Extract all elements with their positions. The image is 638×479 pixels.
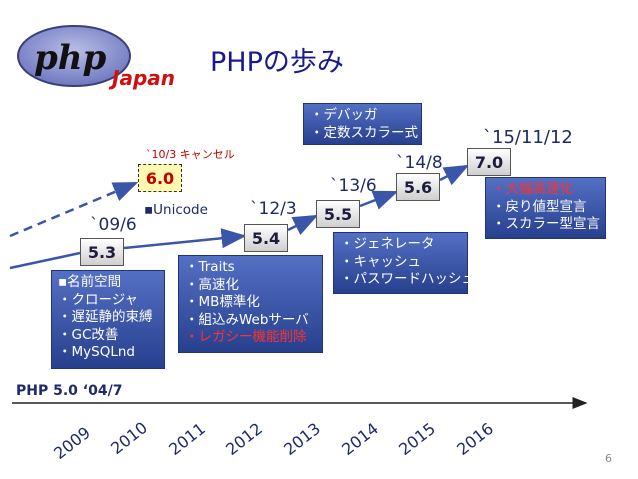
- release-date-7-0: `15/11/12: [483, 127, 573, 148]
- version-box-5-4: 5.4: [244, 224, 288, 252]
- features-5-5: ・ジェネレータ ・キャッシュ ・パスワードハッシュ: [333, 232, 475, 294]
- logo-subtext: Japan: [108, 66, 175, 90]
- connector-5-6-7-0: [439, 164, 470, 186]
- feature-item-highlight: ・大幅高速化: [492, 181, 573, 197]
- php-japan-logo: php Japan: [17, 25, 175, 90]
- feature-item: ・MySQLnd: [58, 344, 135, 361]
- feature-item: ・GC改善: [58, 326, 119, 343]
- page-title: PHPの歩み: [210, 47, 344, 78]
- version-box-5-6: 5.6: [396, 173, 440, 201]
- release-date-5-4: `12/3: [250, 199, 297, 219]
- version-box-6-0: 6.0: [138, 164, 182, 192]
- feature-item: ・クロージャ: [58, 291, 139, 308]
- connector-5-4-5-5: [287, 214, 319, 236]
- features-5-4: ・Traits ・高速化 ・MB標準化 ・組込みWebサーバ ・レガシー機能削除: [178, 255, 323, 353]
- feature-item: ・MB標準化: [185, 294, 260, 311]
- connector-5-5-5-6: [359, 190, 399, 210]
- features-5-6: ・デバッガ ・定数スカラー式: [303, 103, 422, 145]
- features-5-3: ▪名前空間 ・クロージャ ・遅延静的束縛 ・GC改善 ・MySQLnd: [51, 270, 165, 369]
- feature-item: ・デバッガ: [310, 107, 378, 123]
- timeline-start-label: PHP 5.0 ‘04/7: [16, 383, 123, 399]
- release-date-5-5: `13/6: [330, 176, 377, 196]
- logo-text: php: [34, 38, 106, 78]
- release-date-5-3: `09/6: [90, 215, 137, 235]
- connector-5-0-5-3: [9, 251, 81, 270]
- feature-item: ・高速化: [185, 276, 239, 293]
- version-box-5-3: 5.3: [80, 238, 124, 266]
- connector-cancelled: [9, 181, 139, 238]
- feature-item: ・遅延静的束縛: [58, 309, 153, 326]
- feature-item: ・ジェネレータ: [340, 236, 435, 252]
- feature-item-highlight: ・レガシー機能削除: [185, 329, 307, 346]
- feature-item: ・Traits: [185, 259, 235, 275]
- feature-6-0-unicode: ▪Unicode: [144, 202, 208, 218]
- version-box-5-5: 5.5: [316, 200, 360, 228]
- feature-item: ・キャッシュ: [340, 253, 421, 270]
- version-box-7-0: 7.0: [467, 148, 511, 176]
- feature-item: ・組込みWebサーバ: [185, 311, 309, 328]
- feature-item: ▪名前空間: [58, 274, 122, 290]
- features-7-0: ・大幅高速化 ・戻り値型宣言 ・スカラー型宣言: [485, 177, 606, 239]
- page-number: 6: [605, 452, 612, 465]
- release-date-6-0: `10/3 キャンセル: [146, 148, 235, 161]
- connector-5-3-5-4: [123, 228, 247, 250]
- feature-item: ・戻り値型宣言: [492, 198, 587, 215]
- feature-item: ・定数スカラー式: [310, 124, 418, 141]
- release-date-5-6: `14/8: [396, 153, 443, 173]
- feature-item: ・パスワードハッシュ: [340, 271, 475, 288]
- feature-item: ・スカラー型宣言: [492, 216, 600, 233]
